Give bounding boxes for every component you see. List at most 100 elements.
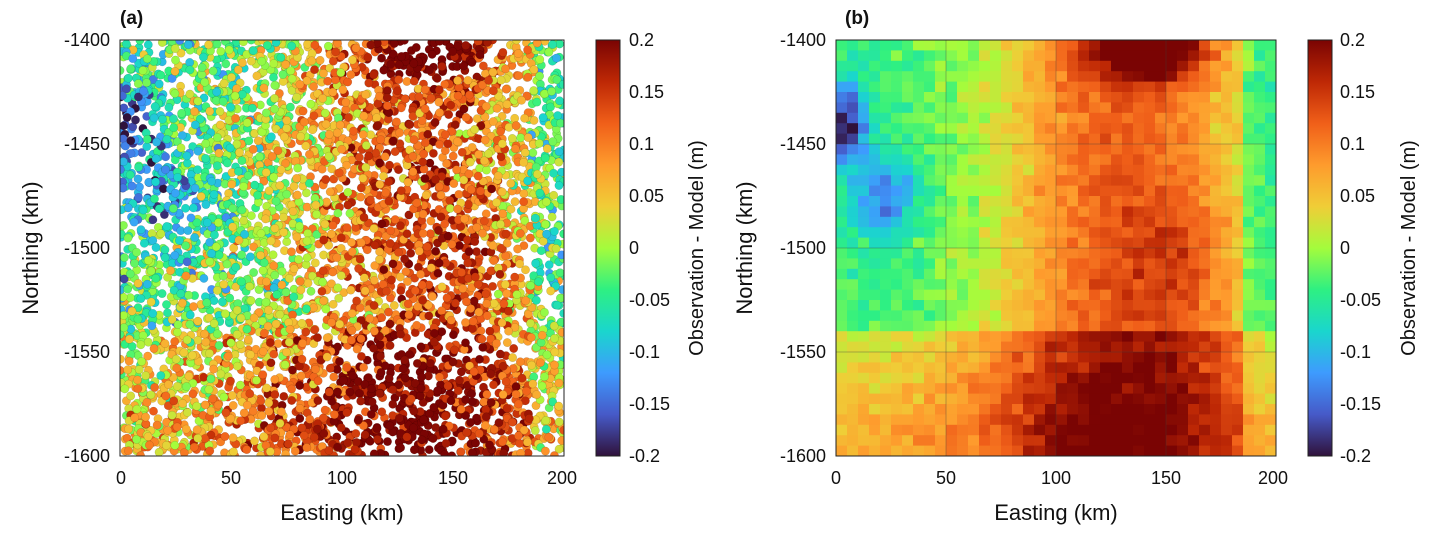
- scatter-point: [239, 40, 248, 47]
- scatter-point: [408, 167, 418, 177]
- scatter-point: [445, 203, 455, 213]
- scatter-point: [532, 295, 541, 305]
- scatter-point: [412, 320, 422, 330]
- scatter-point: [322, 333, 332, 343]
- scatter-point: [296, 371, 306, 381]
- scatter-point: [359, 362, 368, 372]
- scatter-point: [242, 400, 252, 410]
- panel-a-label: (a): [120, 8, 143, 29]
- scatter-point: [323, 41, 333, 51]
- scatter-point: [511, 389, 521, 399]
- scatter-point: [511, 121, 521, 131]
- scatter-point: [245, 252, 255, 262]
- scatter-point: [532, 97, 542, 107]
- scatter-point: [302, 253, 312, 263]
- scatter-point: [540, 153, 550, 163]
- scatter-point: [377, 313, 387, 322]
- scatter-point: [428, 292, 437, 301]
- scatter-point: [408, 423, 418, 433]
- scatter-point: [172, 327, 182, 337]
- scatter-point: [185, 319, 195, 329]
- scatter-point: [440, 411, 450, 421]
- scatter-point: [154, 79, 164, 89]
- scatter-point: [328, 56, 338, 66]
- scatter-point: [473, 40, 483, 46]
- scatter-point: [463, 200, 473, 209]
- scatter-point: [481, 289, 491, 299]
- scatter-point: [487, 184, 496, 194]
- scatter-point: [176, 48, 186, 58]
- scatter-point: [456, 367, 466, 377]
- scatter-point: [488, 86, 498, 96]
- scatter-point: [550, 226, 559, 236]
- scatter-point: [372, 424, 382, 433]
- scatter-point: [143, 40, 153, 50]
- scatter-point: [555, 96, 564, 106]
- scatter-point: [529, 65, 539, 75]
- scatter-point: [333, 283, 343, 293]
- scatter-point: [554, 444, 564, 454]
- scatter-point: [234, 166, 243, 176]
- scatter-point: [133, 79, 143, 89]
- scatter-point: [424, 311, 434, 321]
- scatter-point: [255, 152, 265, 162]
- scatter-point: [367, 397, 377, 407]
- scatter-point: [246, 296, 256, 305]
- scatter-point: [258, 370, 268, 380]
- scatter-point: [464, 247, 474, 257]
- scatter-point: [143, 337, 153, 347]
- scatter-point: [424, 445, 434, 455]
- scatter-point: [285, 430, 295, 440]
- scatter-point: [261, 214, 270, 224]
- scatter-point: [212, 40, 222, 49]
- scatter-point: [480, 135, 490, 145]
- scatter-point: [264, 398, 274, 408]
- scatter-point: [385, 341, 395, 350]
- scatter-point: [201, 200, 211, 210]
- scatter-point: [422, 242, 432, 252]
- scatter-point: [554, 147, 564, 157]
- scatter-point: [496, 126, 505, 136]
- scatter-point: [321, 175, 331, 184]
- scatter-point: [417, 372, 426, 382]
- scatter-point: [295, 403, 305, 413]
- scatter-point: [434, 97, 444, 107]
- scatter-point: [259, 432, 269, 442]
- scatter-point: [510, 197, 520, 207]
- scatter-point: [501, 229, 511, 239]
- scatter-point: [317, 286, 327, 296]
- scatter-point: [379, 265, 389, 275]
- scatter-point: [488, 241, 498, 251]
- scatter-point: [236, 313, 246, 323]
- scatter-point: [429, 337, 439, 347]
- scatter-point: [356, 192, 366, 202]
- scatter-point: [512, 290, 522, 299]
- scatter-point: [249, 268, 259, 277]
- scatter-point: [172, 381, 182, 391]
- scatter-point: [298, 106, 308, 116]
- scatter-point: [239, 182, 249, 191]
- scatter-point: [417, 280, 427, 290]
- scatter-point: [400, 373, 410, 383]
- scatter-point: [382, 101, 392, 111]
- scatter-point: [258, 266, 268, 275]
- scatter-point: [334, 168, 344, 178]
- scatter-point: [192, 401, 202, 411]
- scatter-point: [175, 40, 185, 45]
- scatter-point: [310, 40, 320, 50]
- scatter-point: [177, 298, 187, 308]
- scatter-point: [443, 381, 453, 391]
- scatter-point: [554, 401, 564, 411]
- scatter-point: [138, 205, 148, 215]
- scatter-point: [199, 273, 209, 283]
- scatter-point: [201, 337, 211, 347]
- scatter-point: [394, 165, 403, 175]
- scatter-point: [333, 208, 343, 218]
- scatter-point: [386, 226, 395, 236]
- scatter-point: [420, 174, 430, 184]
- scatter-point: [514, 399, 523, 409]
- scatter-point: [253, 190, 263, 200]
- scatter-point: [123, 73, 133, 83]
- scatter-point: [501, 84, 511, 94]
- scatter-point: [239, 216, 249, 226]
